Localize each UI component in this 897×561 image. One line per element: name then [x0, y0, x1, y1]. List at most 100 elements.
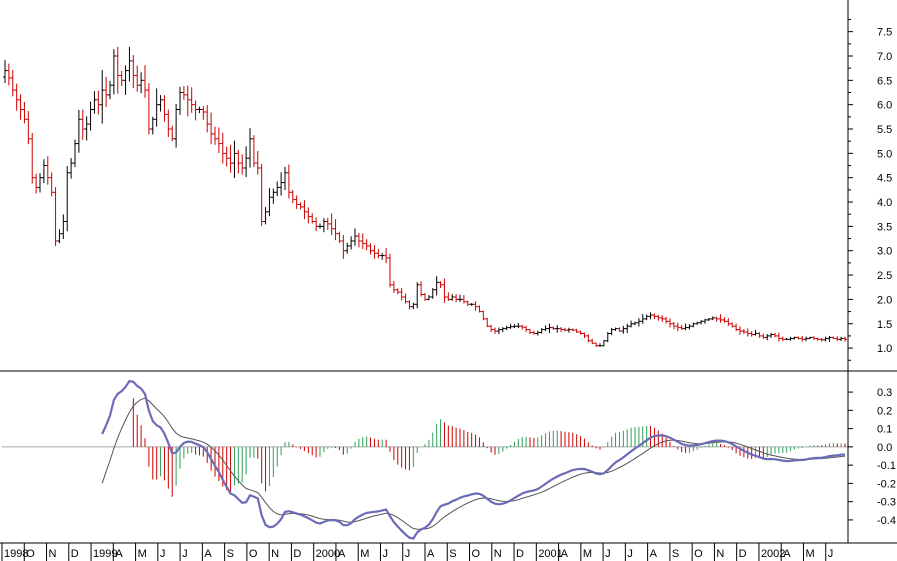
price-bar [734, 323, 739, 332]
price-bar [664, 316, 669, 324]
price-panel: 1.0 1.5 2.0 2.5 3.0 3.5 4.0 4.5 5.0 5.5 6.0 6.5 7.0 7… [3, 18, 892, 361]
time-axis-label: J [605, 548, 611, 560]
macd-axis-label: -0.2 [877, 478, 896, 490]
price-bar [294, 195, 299, 210]
price-axis-label: 2.0 [877, 294, 892, 306]
price-bar [240, 154, 245, 175]
price-bar [100, 70, 105, 124]
price-bar [69, 158, 74, 179]
price-bar [769, 332, 774, 338]
time-axis-label: S [449, 548, 456, 560]
price-bar [14, 83, 19, 111]
time-axis-label: D [293, 548, 301, 560]
price-bar [384, 247, 389, 264]
price-bar [551, 326, 556, 330]
price-bar [555, 325, 560, 333]
price-bar [843, 336, 847, 342]
price-bar [6, 63, 11, 86]
price-bar [539, 328, 544, 334]
price-bar [605, 332, 610, 343]
time-axis-label: D [739, 548, 747, 560]
price-bar [30, 133, 35, 184]
price-bar [209, 112, 214, 145]
price-bar [263, 207, 268, 225]
time-axis-label: J [627, 548, 633, 560]
price-bar [170, 125, 175, 142]
price-bar [808, 336, 812, 340]
price-bar [399, 288, 404, 301]
price-bar [111, 49, 116, 95]
price-bar [446, 292, 451, 301]
price-bar [244, 146, 249, 178]
price-bar [34, 173, 39, 194]
price-bar [671, 322, 676, 330]
time-axis-label: 2000 [316, 548, 340, 560]
price-bar [248, 128, 252, 168]
price-bar [784, 338, 789, 340]
price-bar [310, 213, 315, 224]
time-axis-label: 1998 [4, 548, 28, 560]
time-axis-label: J [182, 548, 188, 560]
price-bar [563, 327, 567, 332]
price-bar [419, 281, 424, 297]
price-bar [22, 101, 27, 124]
price-bar [469, 303, 474, 306]
price-bar [154, 88, 159, 127]
price-axis-label: 1.5 [877, 319, 892, 331]
price-bar [528, 328, 532, 334]
price-bar [76, 109, 81, 153]
time-axis-label: A [204, 548, 212, 560]
price-bar [753, 329, 758, 336]
price-bar [827, 335, 832, 342]
price-bar [349, 236, 354, 250]
price-bar [776, 332, 781, 342]
price-bar [516, 322, 521, 329]
price-bar [773, 333, 777, 338]
price-bar [364, 239, 369, 251]
price-bar [547, 323, 552, 334]
price-bar [800, 335, 805, 342]
time-axis-label: M [360, 548, 369, 560]
price-bar [679, 324, 684, 330]
price-bar [461, 295, 466, 304]
price-bar [306, 207, 311, 224]
price-bar [570, 328, 575, 332]
price-bar [644, 314, 649, 321]
price-bar [835, 336, 840, 342]
price-bar [197, 106, 202, 114]
price-bar [699, 320, 704, 325]
time-axis-label: S [672, 548, 679, 560]
price-bar [458, 294, 462, 302]
time-axis-label: M [805, 548, 814, 560]
time-axis-label: N [49, 548, 57, 560]
macd-axis-label: -0.4 [877, 515, 896, 527]
price-bar [633, 321, 637, 326]
price-bar [714, 316, 719, 322]
price-bar [481, 310, 486, 321]
price-bar [181, 86, 186, 100]
time-axis-label: N [494, 548, 502, 560]
price-bar [566, 327, 571, 333]
price-bar [578, 330, 583, 335]
time-axis-label: A [115, 548, 123, 560]
price-bar [668, 318, 672, 328]
price-bar [275, 181, 280, 197]
time-axis-label: D [71, 548, 79, 560]
price-bar [92, 91, 97, 114]
price-bar [454, 294, 459, 303]
price-bar [761, 333, 766, 339]
macd-axis-label: -0.1 [877, 460, 896, 472]
price-bar [376, 248, 381, 259]
price-bar [185, 85, 190, 117]
macd-axis-label: 0.1 [877, 424, 892, 436]
price-bar [380, 253, 385, 260]
price-bar [473, 301, 478, 311]
price-bar [504, 325, 509, 331]
price-bar [586, 334, 591, 343]
price-bar [84, 116, 89, 141]
price-bar [582, 332, 587, 338]
price-bar [228, 144, 233, 173]
price-bar [279, 172, 284, 196]
macd-axis-label: 0.2 [877, 405, 892, 417]
